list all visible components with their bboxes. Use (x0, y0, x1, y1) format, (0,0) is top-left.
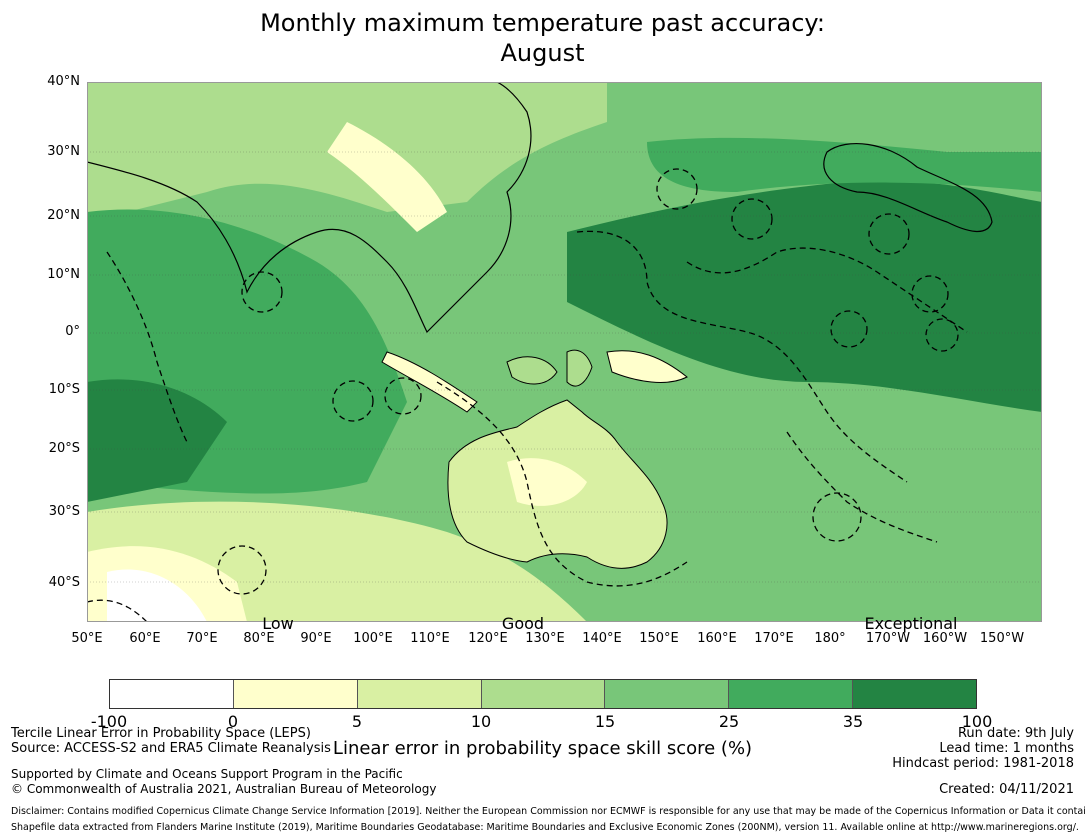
lon-label: 110°E (410, 631, 450, 646)
category-exceptional: Exceptional (864, 614, 958, 633)
lon-label: 120°E (468, 631, 508, 646)
lon-label: 180° (814, 631, 846, 646)
lon-label: 100°E (353, 631, 393, 646)
title-line-1: Monthly maximum temperature past accurac… (260, 9, 825, 37)
lat-label-40s: 40°S (48, 575, 80, 590)
landmass-new-guinea (606, 350, 688, 383)
lat-label-10s: 10°S (48, 382, 80, 397)
landmass-sulawesi (566, 349, 593, 387)
category-good: Good (501, 614, 545, 633)
lon-label: 140°E (582, 631, 622, 646)
graticule (87, 151, 1042, 583)
colorbar-segment (853, 680, 977, 708)
chart-title: Monthly maximum temperature past accurac… (0, 8, 1085, 68)
info-lead-time: Lead time: 1 months (939, 741, 1074, 756)
colorbar-tick: 100 (961, 712, 993, 731)
colorbar-tick: 35 (842, 712, 864, 731)
colorbar-segment (110, 680, 234, 708)
info-hindcast: Hindcast period: 1981-2018 (892, 756, 1074, 771)
eez-boundaries (87, 168, 968, 622)
colorbar-segment (481, 680, 606, 708)
info-copyright: © Commonwealth of Australia 2021, Austra… (11, 782, 437, 796)
info-source: Source: ACCESS-S2 and ERA5 Climate Reana… (11, 741, 331, 756)
region-west-indian (87, 379, 227, 502)
colorbar-segment (233, 680, 358, 708)
colorbar-tick: 25 (718, 712, 740, 731)
coastline-asia (87, 82, 532, 334)
region-south-china (327, 122, 447, 232)
lat-label-10n: 10°N (47, 267, 80, 282)
region-australia-interior (507, 458, 587, 506)
landmass-sumatra (381, 351, 478, 413)
colorbar (109, 679, 977, 709)
region-central-pacific (567, 181, 1042, 412)
colorbar-tick: 0 (227, 712, 239, 731)
lat-label-0: 0° (65, 324, 80, 339)
lat-label-40n: 40°N (47, 74, 80, 89)
info-support: Supported by Climate and Oceans Support … (11, 767, 403, 781)
colorbar-tick: 10 (470, 712, 492, 731)
lon-label: 70°E (186, 631, 218, 646)
lon-label: 160°E (697, 631, 737, 646)
lon-label: 60°E (129, 631, 161, 646)
lon-label: 150°W (979, 631, 1025, 646)
colorbar-tick: -100 (90, 712, 128, 731)
lon-label: 130°E (525, 631, 565, 646)
info-created: Created: 04/11/2021 (939, 782, 1074, 797)
lon-label: 90°E (300, 631, 332, 646)
lat-label-20s: 20°S (48, 441, 80, 456)
lon-label: 80°E (243, 631, 275, 646)
disclaimer-line-2: Shapefile data extracted from Flanders M… (11, 822, 1079, 833)
lon-label: 160°W (922, 631, 968, 646)
lon-label: 170°W (865, 631, 911, 646)
colorbar-segment (729, 680, 854, 708)
eez-hawaii (823, 142, 993, 232)
map-frame (87, 82, 1042, 622)
title-line-2: August (500, 39, 585, 67)
lat-label-30s: 30°S (48, 504, 80, 519)
lat-label-20n: 20°N (47, 208, 80, 223)
lon-label: 170°E (754, 631, 794, 646)
landmass-borneo (506, 356, 558, 385)
info-run-date: Run date: 9th July (957, 726, 1074, 741)
category-low: Low (262, 614, 294, 633)
info-method: Tercile Linear Error in Probability Spac… (11, 726, 311, 741)
colorbar-label: Linear error in probability space skill … (332, 738, 753, 759)
disclaimer-line-1: Disclaimer: Contains modified Copernicus… (11, 806, 1085, 817)
lat-label-30n: 30°N (47, 144, 80, 159)
map-canvas (87, 82, 1042, 622)
lon-label: 50°E (71, 631, 103, 646)
colorbar-segment (605, 680, 730, 708)
colorbar-segment (357, 680, 482, 708)
colorbar-tick: 5 (351, 712, 363, 731)
lon-label: 150°E (639, 631, 679, 646)
skill-map (87, 82, 1042, 622)
colorbar-tick: 15 (594, 712, 616, 731)
region-very-low-skill (107, 569, 207, 622)
